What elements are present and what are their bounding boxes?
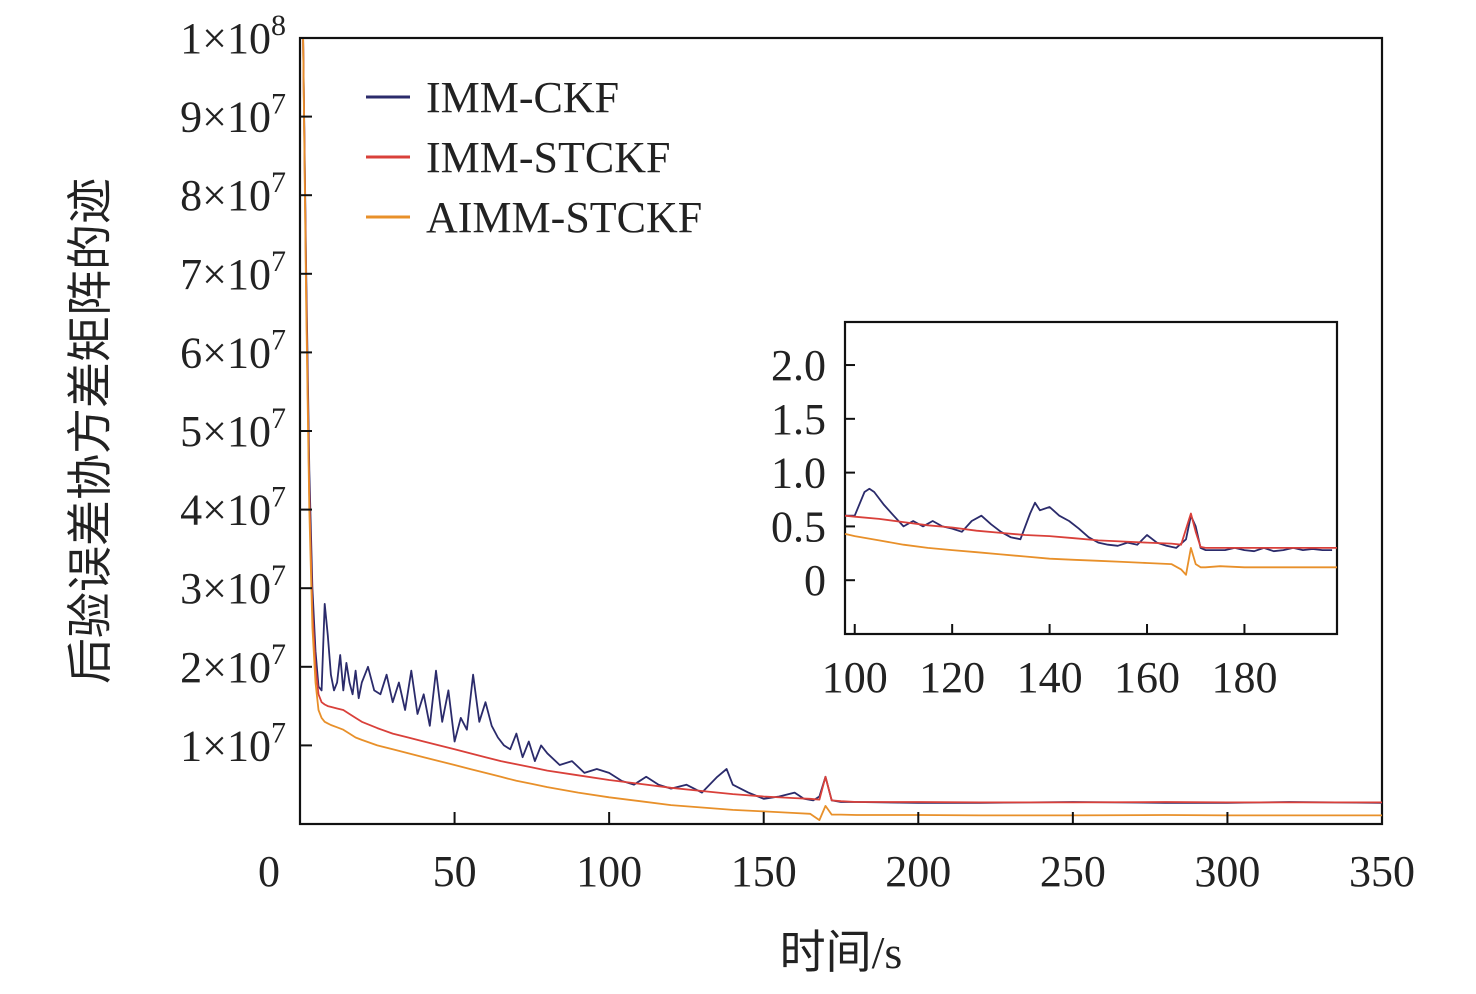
main-y-tick-label: 1×107	[180, 716, 286, 770]
legend: IMM-CKF IMM-STCKF AIMM-STCKF	[366, 73, 702, 242]
inset-y-tick-label: 2.0	[771, 341, 826, 390]
inset-x-axis: 100 120 140 160 180	[822, 624, 1277, 702]
inset-y-tick-label: 1.5	[771, 395, 826, 444]
inset-chart: 100 120 140 160 180 0 0.51.0 1.5 2.0	[771, 320, 1339, 702]
inset-x-tick-label: 180	[1211, 653, 1277, 702]
legend-label-3: AIMM-STCKF	[426, 193, 702, 242]
main-x-tick-label: 300	[1194, 847, 1260, 896]
inset-x-tick-label: 160	[1114, 653, 1180, 702]
legend-label-1: IMM-CKF	[426, 73, 619, 122]
main-y-tick-label: 4×107	[180, 481, 286, 535]
main-y-tick-label: 9×107	[180, 88, 286, 142]
y-axis-label: 后验误差协方差矩阵的迹	[65, 178, 116, 684]
main-y-tick-label: 1×108	[180, 9, 286, 63]
main-x-tick-label: 50	[433, 847, 477, 896]
main-y-tick-label: 2×107	[180, 638, 286, 692]
main-y-tick-label: 6×107	[180, 323, 286, 377]
inset-y-axis: 0 0.51.0 1.5 2.0	[771, 341, 855, 605]
main-x-tick-label: 200	[885, 847, 951, 896]
inset-series-line-2	[844, 512, 1337, 549]
main-y-tick-label: 3×107	[180, 559, 286, 613]
inset-x-tick-label: 120	[919, 653, 985, 702]
main-x-tick-label: 250	[1040, 847, 1106, 896]
main-series-line-2	[302, 37, 1382, 804]
x-axis-label: 时间/s	[780, 927, 903, 978]
main-y-tick-label: 5×107	[180, 402, 286, 456]
main-x-tick-label: 0	[258, 847, 280, 896]
inset-series-group	[844, 487, 1337, 576]
inset-y-tick-label: 1.0	[771, 449, 826, 498]
main-x-tick-label: 100	[576, 847, 642, 896]
main-series-line-3	[302, 37, 1382, 821]
legend-label-2: IMM-STCKF	[426, 133, 671, 182]
main-y-tick-label: 7×107	[180, 245, 286, 299]
inset-plot-frame	[843, 320, 1339, 636]
inset-y-tick-label: 0	[804, 556, 826, 605]
main-series-group	[302, 37, 1383, 821]
inset-y-tick-label: 0.5	[771, 502, 826, 551]
inset-x-tick-label: 100	[822, 653, 888, 702]
main-series-line-1	[302, 37, 1383, 804]
main-x-axis: 0 50 100 150 200 250 300 350	[258, 812, 1415, 896]
main-y-axis: 1×107 2×107 3×107 4×107 5×107 6×107 7×107 8×107…	[180, 9, 312, 770]
main-x-tick-label: 150	[731, 847, 797, 896]
main-x-tick-label: 350	[1349, 847, 1415, 896]
inset-x-tick-label: 140	[1017, 653, 1083, 702]
main-y-tick-label: 8×107	[180, 166, 286, 220]
main-chart: 0 50 100 150 200 250 300 350 1×107 2×107 3×107 4×1…	[65, 9, 1415, 978]
inset-series-line-3	[844, 533, 1337, 576]
inset-series-line-1	[845, 487, 1333, 553]
